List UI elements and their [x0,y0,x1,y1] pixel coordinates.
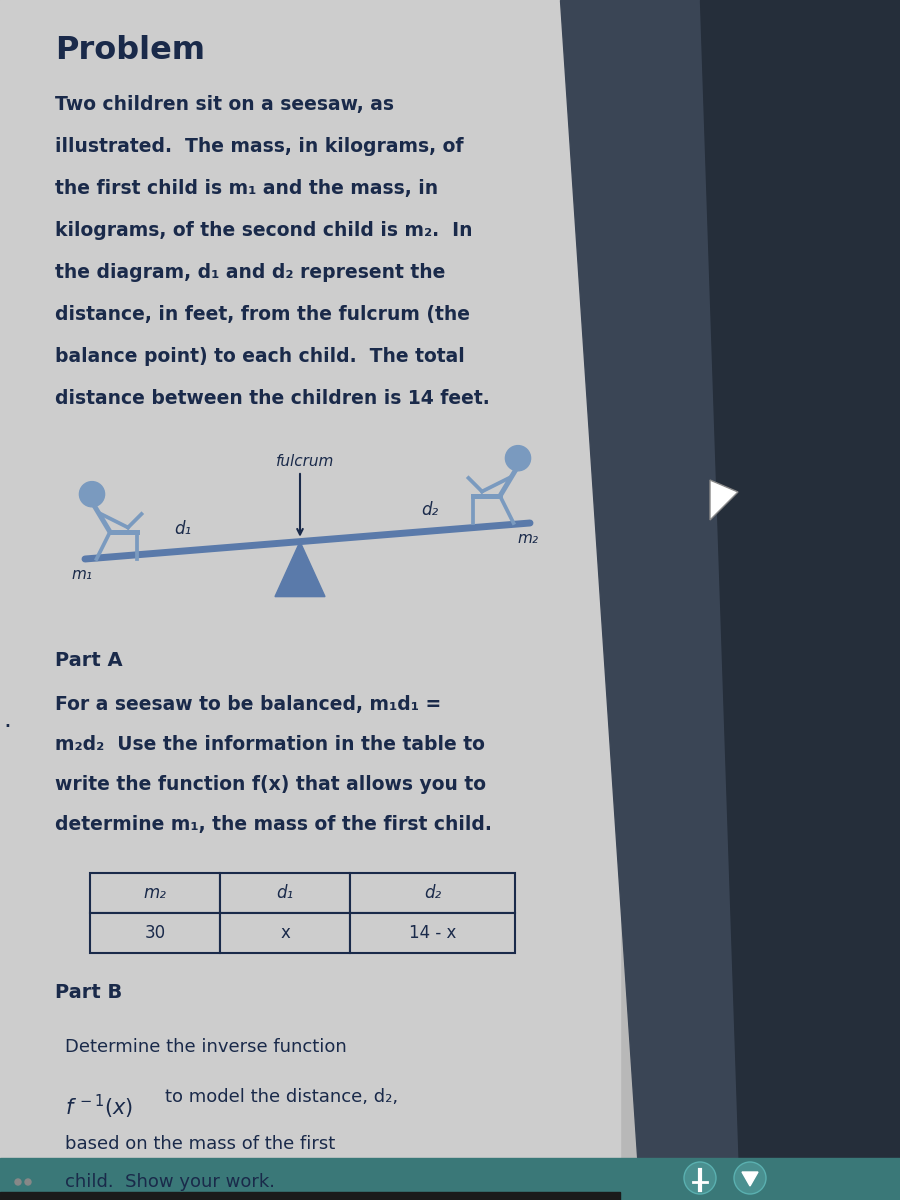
Circle shape [734,1162,766,1194]
Circle shape [684,1162,716,1194]
Polygon shape [700,0,900,1200]
Text: Part A: Part A [55,650,122,670]
Text: Two children sit on a seesaw, as: Two children sit on a seesaw, as [55,95,394,114]
Text: write the function f(x) that allows you to: write the function f(x) that allows you … [55,775,486,794]
Text: distance, in feet, from the fulcrum (the: distance, in feet, from the fulcrum (the [55,305,470,324]
Polygon shape [560,0,900,1200]
Text: illustrated.  The mass, in kilograms, of: illustrated. The mass, in kilograms, of [55,137,464,156]
Text: to model the distance, d₂,: to model the distance, d₂, [165,1088,398,1106]
Bar [350,913,515,953]
Circle shape [15,1178,21,1186]
Text: d₂: d₂ [421,502,438,520]
Text: 14 - x: 14 - x [409,924,456,942]
Text: fulcrum: fulcrum [275,454,334,469]
Text: child.  Show your work.: child. Show your work. [65,1174,275,1190]
Bar [220,913,350,953]
Text: $f^{\,-1}(x)$: $f^{\,-1}(x)$ [65,1093,133,1121]
Polygon shape [742,1172,758,1186]
Bar [90,874,220,913]
Text: the diagram, d₁ and d₂ represent the: the diagram, d₁ and d₂ represent the [55,263,446,282]
Text: kilograms, of the second child is m₂.  In: kilograms, of the second child is m₂. In [55,221,472,240]
Text: determine m₁, the mass of the first child.: determine m₁, the mass of the first chil… [55,815,492,834]
Text: For a seesaw to be balanced, m₁d₁ =: For a seesaw to be balanced, m₁d₁ = [55,695,441,714]
Text: based on the mass of the first: based on the mass of the first [65,1135,335,1153]
Text: the first child is m₁ and the mass, in: the first child is m₁ and the mass, in [55,179,438,198]
Text: Part B: Part B [55,983,122,1002]
Bar [350,874,515,913]
Text: d₂: d₂ [424,884,441,902]
Text: Determine the inverse function: Determine the inverse function [65,1038,346,1056]
Text: x: x [280,924,290,942]
Bar [0,0,620,1170]
Circle shape [25,1178,31,1186]
Polygon shape [275,541,325,596]
Bar [90,913,220,953]
Bar [0,1158,900,1200]
Text: 30: 30 [144,924,166,942]
Circle shape [506,445,531,470]
Text: Problem: Problem [55,35,205,66]
Text: m₂: m₂ [144,884,166,902]
Text: d₁: d₁ [276,884,293,902]
Bar [0,1192,620,1200]
Circle shape [79,481,104,506]
Text: d₁: d₁ [174,521,191,539]
Text: m₂d₂  Use the information in the table to: m₂d₂ Use the information in the table to [55,734,485,754]
Text: m₂: m₂ [518,530,538,546]
Text: m₁: m₁ [71,566,93,582]
Text: distance between the children is 14 feet.: distance between the children is 14 feet… [55,389,490,408]
Text: balance point) to each child.  The total: balance point) to each child. The total [55,347,464,366]
Polygon shape [710,480,738,520]
Text: .: . [3,708,11,732]
Bar [220,874,350,913]
